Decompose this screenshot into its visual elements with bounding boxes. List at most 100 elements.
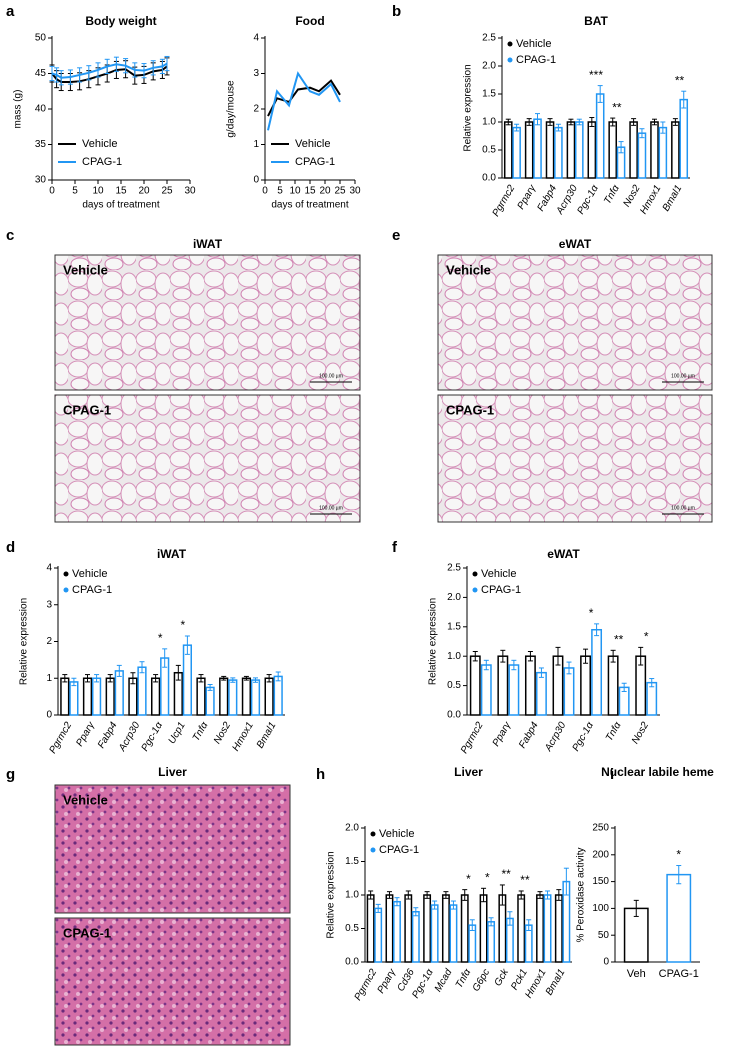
- x-tick-label: Pparγ: [376, 966, 399, 995]
- legend-swatch: [472, 571, 478, 577]
- bar: [479, 894, 488, 963]
- bar: [607, 655, 619, 716]
- y-tick-label: 2.0: [447, 592, 461, 603]
- x-tick-label: Veh: [627, 968, 646, 980]
- y-tick-label: 30: [35, 175, 47, 186]
- chart-title: BAT: [584, 14, 608, 28]
- y-tick-label: 1.0: [482, 117, 496, 128]
- legend-label: CPAG-1: [516, 54, 556, 66]
- image-label: Vehicle: [446, 262, 491, 277]
- y-tick-label: 0: [603, 957, 609, 968]
- bar: [91, 677, 102, 716]
- bar: [430, 904, 439, 963]
- bar: [545, 121, 555, 179]
- legend-swatch: [507, 41, 513, 47]
- y-tick-label: 50: [35, 33, 47, 44]
- image-label: Vehicle: [63, 792, 108, 807]
- x-tick-label: Pparγ: [491, 719, 514, 748]
- legend-label: CPAG-1: [72, 584, 112, 596]
- y-axis-label: g/day/mouse: [226, 80, 237, 138]
- legend-label: CPAG-1: [82, 156, 122, 168]
- chart-title: iWAT: [157, 547, 187, 561]
- legend-label: CPAG-1: [379, 844, 419, 856]
- x-tick-label: Pgrmc2: [47, 720, 74, 756]
- bar: [595, 93, 605, 179]
- image-label: CPAG-1: [446, 402, 494, 417]
- y-axis-label: Relative expression: [428, 598, 439, 685]
- y-tick-label: 0.5: [345, 923, 359, 934]
- bar: [666, 873, 692, 963]
- y-tick-label: 2.0: [482, 61, 496, 72]
- chart-title: Liver: [454, 765, 483, 779]
- bar: [196, 677, 206, 716]
- bar: [650, 121, 659, 179]
- x-tick-label: Pgrmc2: [491, 183, 518, 219]
- chart-title: eWAT: [547, 547, 580, 561]
- y-axis-label: Relative expression: [463, 64, 474, 151]
- bar: [574, 121, 584, 179]
- x-tick-label: Pgc-1α: [140, 720, 166, 753]
- x-tick-label: 30: [184, 186, 196, 197]
- x-tick-label: Acrp30: [116, 720, 142, 754]
- bar: [273, 675, 283, 716]
- panel-letter: g: [6, 766, 15, 783]
- y-tick-label: 200: [592, 849, 609, 860]
- y-tick-label: 3: [253, 68, 259, 79]
- bar: [411, 911, 420, 963]
- x-tick-label: Nos2: [630, 720, 651, 746]
- scale-bar-label: 100.00 µm: [671, 373, 695, 379]
- panel-letter: d: [6, 539, 15, 556]
- x-tick-label: Bmal1: [255, 720, 279, 750]
- legend-swatch: [507, 57, 513, 63]
- y-tick-label: 45: [35, 68, 47, 79]
- y-tick-label: 2.5: [447, 563, 461, 574]
- x-tick-label: Nos2: [621, 183, 642, 209]
- y-tick-label: 0.0: [345, 957, 359, 968]
- bar: [536, 671, 547, 716]
- bar: [469, 655, 481, 716]
- y-tick-label: 40: [35, 104, 47, 115]
- x-tick-label: Gck: [493, 966, 512, 988]
- x-tick-label: Pgrmc2: [353, 967, 380, 1003]
- y-tick-label: 0: [46, 710, 52, 721]
- y-tick-label: 1: [253, 139, 259, 150]
- y-tick-label: 0: [253, 175, 259, 186]
- x-tick-label: 15: [304, 186, 316, 197]
- bar: [137, 666, 147, 716]
- legend-swatch: [63, 571, 69, 577]
- x-tick-label: Pgrmc2: [459, 720, 486, 756]
- y-tick-label: 2: [46, 636, 52, 647]
- x-tick-label: Fabp4: [96, 720, 120, 750]
- y-tick-label: 1.5: [482, 89, 496, 100]
- significance: *: [644, 630, 649, 644]
- legend-label: Vehicle: [82, 138, 117, 150]
- bar: [533, 118, 542, 179]
- y-axis-label: Relative expression: [326, 851, 337, 938]
- y-axis-label: % Peroxidase activity: [576, 847, 587, 942]
- panel-letter: h: [316, 766, 325, 783]
- x-tick-label: 20: [319, 186, 331, 197]
- x-tick-label: 10: [289, 186, 301, 197]
- panel-letter: b: [392, 3, 401, 20]
- y-tick-label: 4: [46, 563, 52, 574]
- x-tick-label: 0: [262, 186, 268, 197]
- bar: [554, 894, 563, 963]
- series-line: [51, 62, 168, 79]
- bar: [608, 121, 618, 179]
- bar: [563, 667, 575, 716]
- scale-bar-label: 100.00 µm: [319, 505, 343, 511]
- bar: [671, 121, 680, 179]
- y-tick-label: 35: [35, 139, 47, 150]
- legend-label: Vehicle: [72, 568, 107, 580]
- x-tick-label: 25: [334, 186, 346, 197]
- bar: [366, 894, 375, 963]
- x-tick-label: Bmal1: [544, 967, 568, 997]
- bar: [374, 907, 383, 963]
- bar: [423, 894, 432, 963]
- chart-title: iWAT: [193, 237, 223, 251]
- x-tick-label: Tnfα: [604, 720, 624, 743]
- micrograph: [437, 254, 713, 391]
- x-tick-label: 0: [49, 186, 55, 197]
- significance: *: [589, 606, 594, 620]
